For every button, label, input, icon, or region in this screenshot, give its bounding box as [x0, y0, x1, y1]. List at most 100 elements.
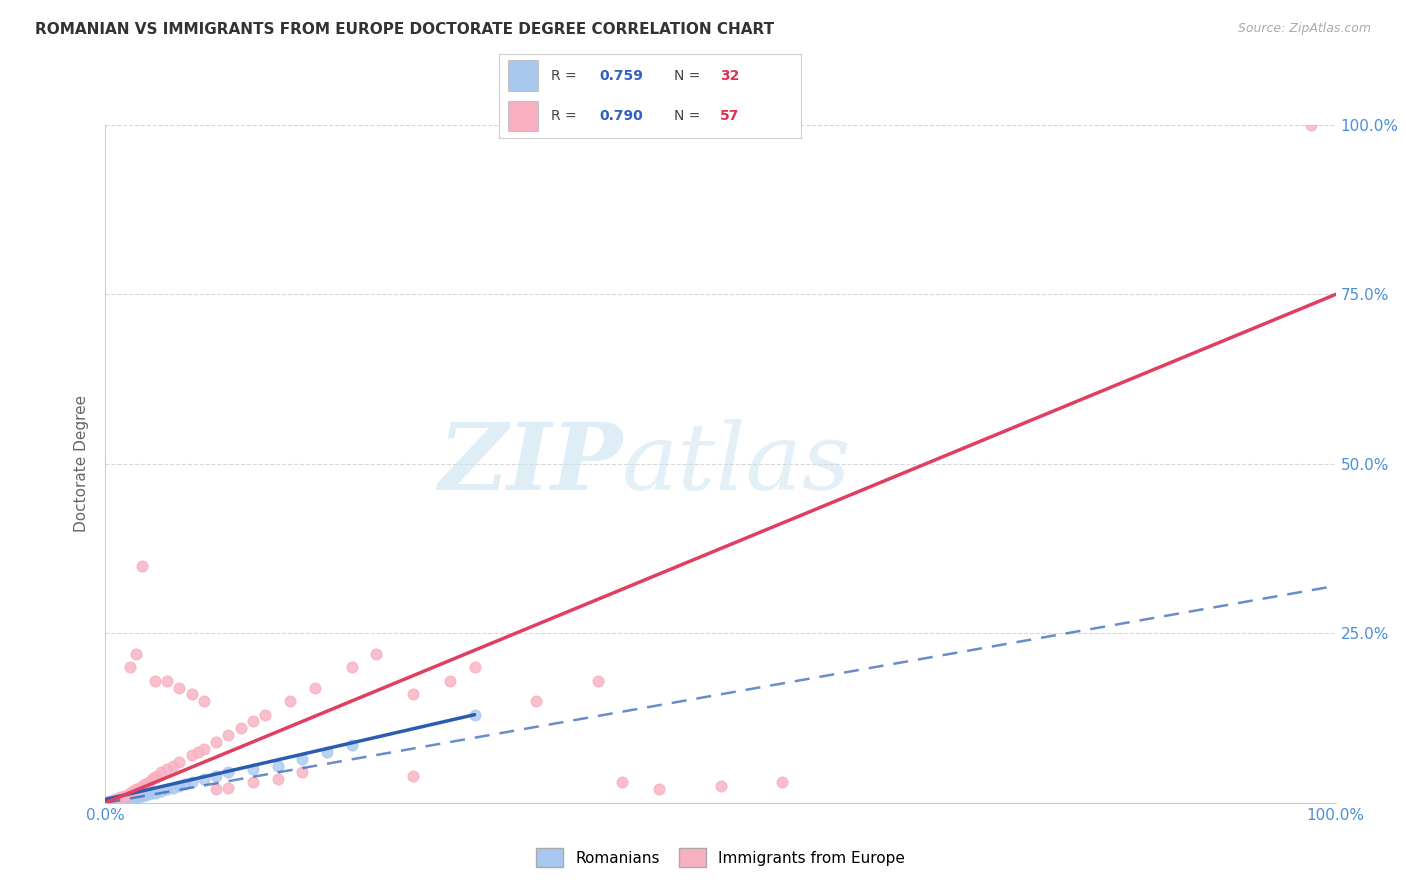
Point: [143, 770, 166, 784]
Point: [291, 765, 314, 780]
Point: [104, 794, 127, 808]
Point: [169, 681, 191, 695]
Point: [131, 558, 153, 573]
Point: [180, 775, 202, 789]
Point: [254, 707, 277, 722]
Point: [439, 673, 461, 688]
Point: [134, 777, 156, 791]
Point: [143, 673, 166, 688]
Text: 32: 32: [720, 69, 740, 83]
Text: N =: N =: [675, 69, 706, 83]
Legend: Romanians, Immigrants from Europe: Romanians, Immigrants from Europe: [530, 842, 911, 873]
Point: [121, 789, 143, 803]
Point: [267, 772, 290, 786]
Point: [402, 687, 425, 701]
Point: [169, 755, 191, 769]
Point: [205, 769, 228, 783]
Point: [125, 791, 148, 805]
Point: [770, 775, 793, 789]
Point: [134, 788, 156, 802]
Point: [156, 673, 179, 688]
Point: [104, 792, 127, 806]
Point: [402, 769, 425, 783]
Point: [120, 786, 141, 800]
Text: 0.790: 0.790: [599, 109, 643, 123]
Point: [131, 789, 153, 803]
Point: [129, 789, 152, 803]
Point: [138, 787, 160, 801]
Bar: [508, 61, 538, 91]
Point: [174, 777, 197, 791]
Text: 57: 57: [720, 109, 740, 123]
Point: [586, 673, 609, 688]
Point: [146, 769, 169, 783]
Text: atlas: atlas: [621, 419, 852, 508]
Point: [120, 789, 141, 803]
Point: [229, 721, 252, 735]
Point: [143, 786, 166, 800]
Point: [340, 660, 363, 674]
Point: [100, 794, 122, 808]
Y-axis label: Doctorate Degree: Doctorate Degree: [75, 395, 90, 533]
Point: [131, 788, 153, 802]
Text: Source: ZipAtlas.com: Source: ZipAtlas.com: [1237, 22, 1371, 36]
Point: [366, 647, 388, 661]
Point: [648, 782, 671, 797]
Point: [131, 779, 153, 793]
Point: [180, 687, 202, 701]
Text: ROMANIAN VS IMMIGRANTS FROM EUROPE DOCTORATE DEGREE CORRELATION CHART: ROMANIAN VS IMMIGRANTS FROM EUROPE DOCTO…: [35, 22, 775, 37]
Point: [138, 775, 160, 789]
Point: [612, 775, 634, 789]
Point: [169, 779, 191, 793]
Point: [129, 780, 152, 795]
Point: [98, 794, 121, 808]
Point: [242, 775, 264, 789]
Point: [117, 790, 139, 805]
Point: [180, 748, 202, 763]
Point: [218, 780, 240, 795]
Point: [242, 762, 264, 776]
Text: ZIP: ZIP: [437, 419, 621, 508]
Point: [125, 647, 148, 661]
Point: [205, 735, 228, 749]
Text: 0.759: 0.759: [599, 69, 643, 83]
Point: [112, 792, 135, 806]
Point: [193, 741, 215, 756]
Point: [162, 780, 184, 795]
Point: [464, 660, 486, 674]
Point: [100, 794, 122, 808]
Text: R =: R =: [551, 109, 581, 123]
Point: [193, 772, 215, 786]
Point: [291, 752, 314, 766]
Point: [156, 762, 179, 776]
Point: [112, 791, 135, 805]
Point: [267, 758, 290, 772]
Point: [524, 694, 547, 708]
Point: [149, 783, 172, 797]
Point: [205, 782, 228, 797]
Point: [125, 790, 148, 805]
Point: [278, 694, 301, 708]
Point: [110, 792, 132, 806]
Point: [156, 782, 179, 797]
Point: [121, 783, 143, 797]
Point: [187, 745, 209, 759]
Point: [117, 788, 139, 802]
Point: [141, 772, 163, 786]
Point: [110, 790, 132, 805]
Point: [107, 793, 129, 807]
Bar: [508, 101, 538, 131]
Point: [107, 791, 129, 805]
Point: [193, 694, 215, 708]
Point: [218, 728, 240, 742]
Text: N =: N =: [675, 109, 706, 123]
Point: [464, 707, 486, 722]
Text: R =: R =: [551, 69, 581, 83]
Point: [112, 789, 135, 803]
Point: [162, 758, 184, 772]
Point: [304, 681, 326, 695]
Point: [120, 660, 141, 674]
Point: [1301, 118, 1323, 132]
Point: [218, 765, 240, 780]
Point: [242, 714, 264, 729]
